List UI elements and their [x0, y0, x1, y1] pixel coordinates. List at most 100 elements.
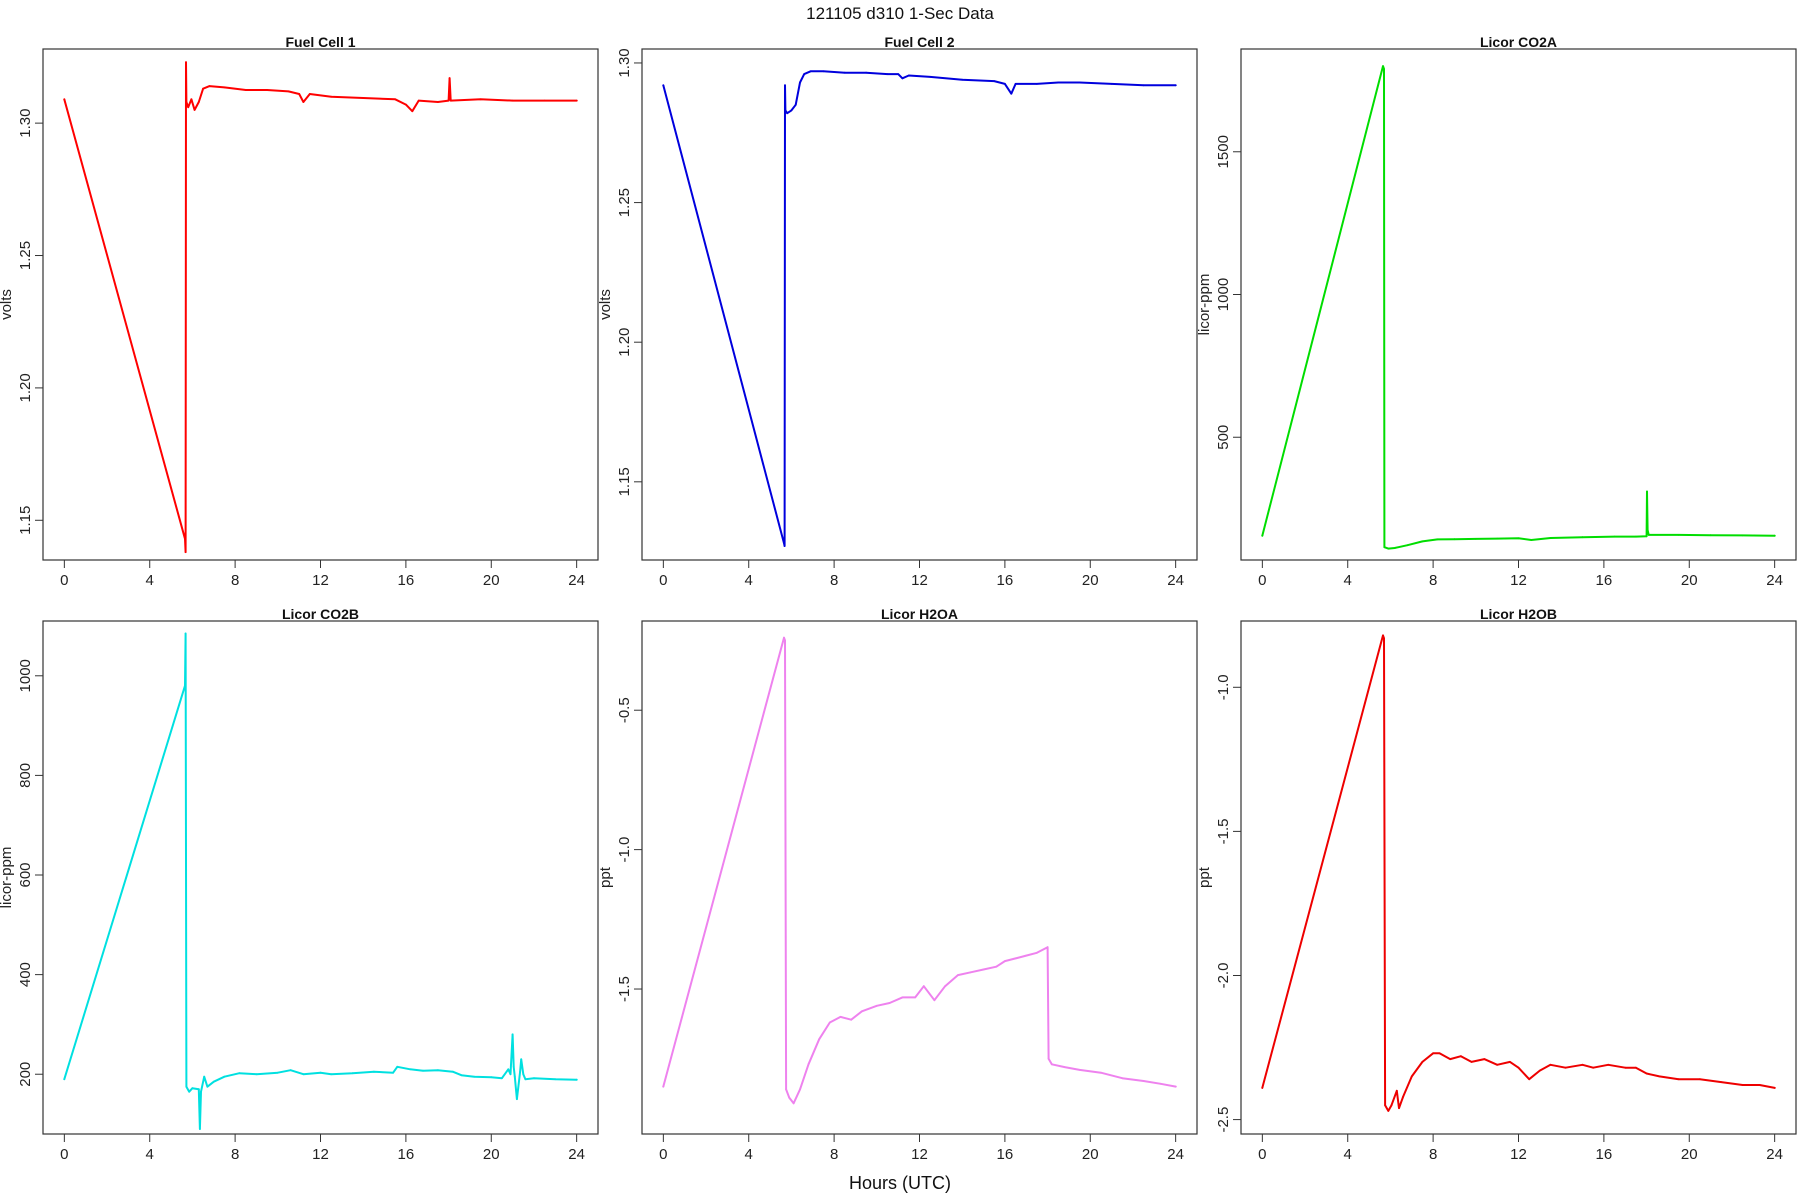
data-point — [422, 1069, 424, 1072]
series-line-0 — [662, 636, 1177, 1105]
y-tick-label: -2.5 — [1215, 1107, 1232, 1133]
data-point — [362, 97, 365, 99]
data-point — [1453, 538, 1456, 541]
y-tick-label: 1.30 — [616, 48, 633, 77]
data-point — [298, 93, 301, 95]
x-tick-label: 4 — [745, 1146, 753, 1163]
data-point — [554, 1078, 557, 1081]
x-tick-label: 8 — [231, 1146, 239, 1163]
data-point — [1047, 1057, 1050, 1060]
data-point — [437, 101, 439, 103]
data-point — [223, 1075, 226, 1078]
data-point — [995, 965, 998, 968]
y-tick-label: 600 — [17, 862, 34, 887]
x-tick-label: 8 — [1429, 572, 1437, 589]
data-point — [662, 84, 665, 87]
data-point — [1261, 1087, 1264, 1089]
data-point — [199, 1128, 201, 1130]
panel-0: Fuel Cell 1 volts 0 4 8 12 16 20 24 1.15 1.20 1.25 1… — [0, 34, 599, 589]
data-point — [901, 77, 904, 80]
data-point — [1438, 1052, 1441, 1055]
data-point — [799, 1088, 801, 1091]
data-point — [1393, 547, 1396, 549]
data-point — [287, 90, 290, 93]
data-point — [1121, 1077, 1124, 1080]
data-point — [1383, 637, 1385, 640]
data-point — [392, 1071, 394, 1074]
data-point — [509, 1073, 512, 1076]
data-point — [1449, 1058, 1452, 1060]
data-point — [1046, 946, 1049, 949]
data-point — [417, 99, 420, 102]
data-point — [1699, 1078, 1701, 1081]
data-point — [330, 1073, 333, 1076]
data-point — [238, 1072, 241, 1075]
y-axis-label: ppt — [1196, 866, 1213, 888]
y-tick-label: -2.0 — [1215, 963, 1232, 989]
panel-2: Licor CO2A licor-ppm 0 4 8 12 16 20 24 500 1000 150… — [1196, 34, 1797, 589]
data-point — [662, 1085, 665, 1088]
data-point — [409, 1068, 412, 1071]
data-point — [993, 80, 996, 82]
data-point — [447, 99, 450, 102]
data-point — [929, 76, 932, 78]
data-point — [785, 1088, 787, 1091]
x-tick-label: 16 — [997, 572, 1014, 589]
y-axis-label: licor-ppm — [0, 847, 15, 909]
data-point — [907, 74, 910, 77]
data-point — [1036, 951, 1038, 954]
data-point — [1460, 1055, 1462, 1058]
data-point — [411, 110, 414, 113]
x-tick-label: 12 — [312, 1146, 329, 1163]
data-point — [507, 1068, 510, 1071]
data-point — [223, 86, 226, 89]
x-tick-label: 4 — [146, 572, 154, 589]
panel-3: Licor CO2B licor-ppm 0 4 8 12 16 20 24 200 400 600 8… — [0, 606, 599, 1163]
data-point — [1483, 1058, 1486, 1060]
data-point — [786, 112, 789, 115]
data-point — [1496, 537, 1499, 540]
y-axis-label: licor-ppm — [1196, 274, 1213, 336]
x-tick-label: 4 — [745, 572, 753, 589]
data-point — [1564, 1066, 1567, 1069]
data-point — [1470, 1061, 1473, 1063]
panel-title: Licor CO2B — [282, 606, 359, 622]
data-point — [1261, 534, 1264, 537]
figure-title: 121105 d310 1-Sec Data — [806, 4, 994, 23]
y-tick-label: 500 — [1215, 425, 1232, 450]
data-point — [190, 98, 193, 101]
x-tick-label: 20 — [483, 572, 500, 589]
data-point — [1592, 1066, 1595, 1069]
panel-1: Fuel Cell 2 volts 0 4 8 12 16 20 24 1.15 1.20 1.25 1… — [597, 34, 1198, 589]
panel-title: Fuel Cell 2 — [884, 34, 954, 50]
y-tick-label: -0.5 — [616, 697, 633, 723]
data-point — [1078, 1069, 1081, 1071]
x-tick-label: 16 — [997, 1146, 1014, 1163]
x-tick-label: 12 — [312, 572, 329, 589]
data-point — [1613, 535, 1616, 538]
y-tick-label: 1.15 — [616, 467, 633, 496]
data-point — [1384, 1104, 1386, 1107]
x-tick-label: 16 — [1596, 1146, 1613, 1163]
x-tick-label: 12 — [911, 572, 928, 589]
data-point — [1159, 1082, 1162, 1085]
data-point — [289, 1069, 292, 1072]
data-point — [1382, 634, 1384, 637]
x-tick-label: 0 — [1258, 1146, 1266, 1163]
x-tick-label: 24 — [1167, 1146, 1184, 1163]
data-point — [1387, 1110, 1390, 1112]
data-point — [63, 1078, 66, 1081]
x-tick-label: 16 — [398, 572, 415, 589]
data-point — [1635, 535, 1637, 538]
data-point — [1025, 954, 1028, 957]
data-point — [1624, 1066, 1627, 1069]
data-point — [1421, 1061, 1424, 1063]
data-point — [1050, 1063, 1053, 1066]
data-point — [1549, 1063, 1552, 1066]
data-point — [396, 1065, 399, 1068]
data-point — [302, 101, 305, 103]
panel-4: Licor H2OA ppt 0 4 8 12 16 20 24 -1.5 -1.0 -0.5 — [597, 606, 1198, 1163]
data-point — [1078, 81, 1081, 84]
x-tick-label: 4 — [1344, 1146, 1352, 1163]
data-point — [319, 1071, 322, 1074]
